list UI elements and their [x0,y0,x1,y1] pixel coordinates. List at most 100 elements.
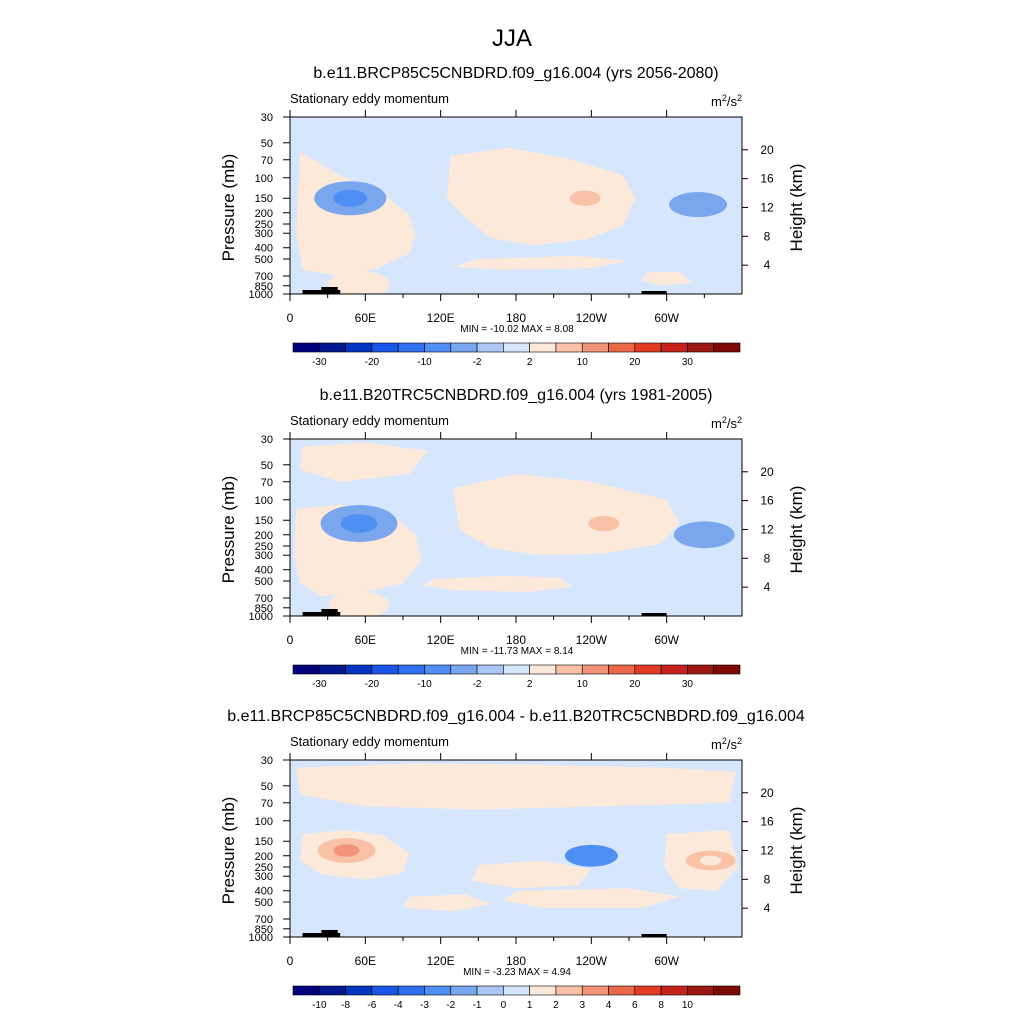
panel-title: b.e11.BRCP85C5CNBDRD.f09_g16.004 - b.e11… [227,708,805,725]
contour-extreme-inner [685,198,712,211]
page-title: JJA [492,25,532,52]
colorbar-label: -2 [446,1000,455,1011]
colorbar-box [529,664,557,675]
contour-extreme-inner [569,190,601,206]
colorbar-label: 6 [632,1000,638,1011]
colorbar-box [503,664,530,675]
colorbar-box [634,342,662,353]
colorbar-label: 20 [629,357,641,368]
panel-2: b.e11.B20TRC5CNBDRD.f09_g16.004 (yrs 198… [219,387,806,690]
colorbar-label: -4 [394,1000,403,1011]
y2-tick-label: 4 [764,901,771,915]
colorbar-box [555,342,583,353]
y-tick-label: 200 [255,530,273,542]
colorbar-box [529,342,557,353]
units-label: m2/s2 [711,736,742,752]
contour-extreme-inner [333,844,360,857]
y-tick-label: 250 [255,219,273,231]
x-tick-label: 180 [506,954,526,968]
y-tick-label: 500 [255,897,273,909]
y-tick-label: 70 [261,798,273,810]
min-max-stats: MIN = -3.23 MAX = 4.94 [463,967,571,978]
colorbar-box [529,985,557,996]
colorbar-box [713,664,741,675]
y2-tick-label: 16 [760,172,774,186]
colorbar-box [345,664,373,675]
colorbar-box [503,985,530,996]
colorbar-box [292,985,320,996]
topography [641,934,667,937]
panel-title: b.e11.BRCP85C5CNBDRD.f09_g16.004 (yrs 20… [313,65,718,82]
y-tick-label: 50 [261,138,273,150]
contour-region [503,888,680,908]
y-tick-label: 850 [255,603,273,615]
y2-axis-title: Height (km) [787,807,806,895]
colorbar-box [345,342,373,353]
contour-extreme-inner [700,855,722,866]
y-tick-label: 500 [255,254,273,266]
x-tick-label: 180 [506,311,526,325]
colorbar-box [397,664,425,675]
colorbar-box [424,664,452,675]
y2-tick-label: 20 [760,786,774,800]
colorbar-box [503,342,530,353]
colorbar-box [450,342,478,353]
y2-axis-title: Height (km) [787,486,806,574]
colorbar-box [581,664,609,675]
contour-region [300,442,429,482]
x-tick-label: 120W [576,311,608,325]
x-tick-label: 0 [287,633,294,647]
contour-fills [293,442,735,616]
contour-region [421,575,573,592]
y-tick-label: 30 [261,755,273,767]
y-tick-label: 500 [255,576,273,588]
y-tick-label: 250 [255,862,273,874]
y2-tick-label: 12 [760,200,774,214]
x-tick-label: 120E [427,633,455,647]
colorbar-label: 10 [682,1000,694,1011]
y-tick-label: 150 [255,836,273,848]
contour-region [446,147,636,246]
x-tick-label: 120E [427,954,455,968]
colorbar-box [292,342,320,353]
y-tick-label: 850 [255,281,273,293]
colorbar-box [634,664,662,675]
contour-extreme-inner [340,514,378,533]
y2-tick-label: 12 [760,843,774,857]
colorbar-label: -3 [420,1000,429,1011]
colorbar-box [476,664,504,675]
contour-region [453,255,629,270]
topography [641,291,667,294]
y-tick-label: 250 [255,541,273,553]
y-tick-label: 400 [255,565,273,577]
y-tick-label: 200 [255,208,273,220]
panel-title: b.e11.B20TRC5CNBDRD.f09_g16.004 (yrs 198… [320,387,713,404]
min-max-stats: MIN = -11.73 MAX = 8.14 [461,646,574,657]
contour-extreme-inner [579,850,603,862]
colorbar-label: 10 [577,679,589,690]
colorbar-box [318,664,346,675]
y-tick-label: 150 [255,515,273,527]
colorbar-box [397,342,425,353]
colorbar-box [476,985,504,996]
x-tick-label: 60E [355,633,376,647]
colorbar-label: -30 [312,357,327,368]
colorbar-label: -20 [365,679,380,690]
y-axis-title: Pressure (mb) [219,476,238,584]
contour-extreme-inner [690,528,719,542]
y-tick-label: 50 [261,460,273,472]
panel-3: b.e11.BRCP85C5CNBDRD.f09_g16.004 - b.e11… [219,708,806,1011]
colorbar-box [687,985,715,996]
y2-axis-title: Height (km) [787,164,806,252]
colorbar: -30 -20 -10 -2 2 10 20 30 [292,664,741,690]
topography [641,613,667,616]
y-tick-label: 700 [255,271,273,283]
contour-region [641,271,692,286]
y-tick-label: 700 [255,914,273,926]
y-axis-title: Pressure (mb) [219,154,238,262]
colorbar-box [424,985,452,996]
x-tick-label: 60E [355,954,376,968]
colorbar-label: -1 [473,1000,482,1011]
y-tick-label: 700 [255,593,273,605]
